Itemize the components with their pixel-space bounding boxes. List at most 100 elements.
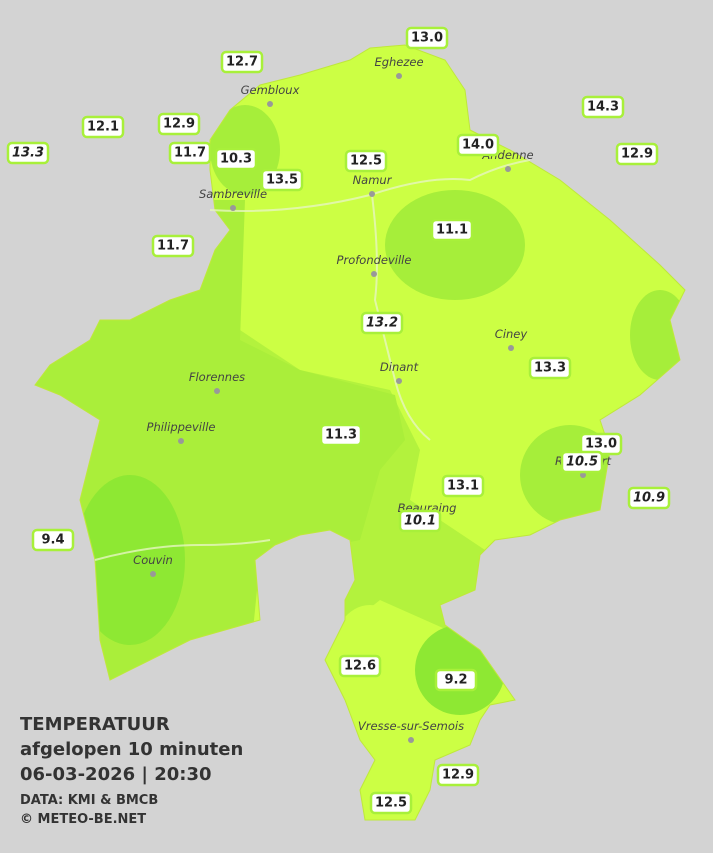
station: 12.9 [615,142,659,166]
place-label: Profondeville [337,253,412,267]
station: 10.9 [627,486,671,510]
station-value: 11.7 [174,146,206,161]
station: 11.1 [430,218,474,242]
place-dot [508,345,514,351]
station-box [31,528,75,552]
station-value: 14.3 [587,100,619,115]
station: 11.7 [168,141,212,165]
station-box [581,95,625,119]
stations: 13.0 12.7 14.3 12.1 12.9 13.3 11.7 10.3 12.5 14.0… [6,26,671,815]
station-box [441,474,485,498]
station-box [6,141,50,165]
station-value: 11.3 [325,428,357,443]
station-box [344,149,388,173]
station: 13.3 [6,141,50,165]
station: 10.3 [214,147,258,171]
station-value: 12.5 [375,796,407,811]
place-label: Ciney [495,327,528,341]
station: 14.3 [581,95,625,119]
place-label: Couvin [133,553,173,567]
station-box [168,141,212,165]
place-label: Vresse-sur-Semois [358,719,464,733]
station-value: 13.2 [366,316,398,331]
place-dot [150,571,156,577]
station: 11.7 [151,234,195,258]
station: 13.3 [528,356,572,380]
station: 13.1 [441,474,485,498]
station: 12.9 [436,763,480,787]
station-box [260,168,304,192]
station: 14.0 [456,133,500,157]
station-value: 14.0 [462,138,494,153]
place-dot [580,472,586,478]
station-value: 13.1 [447,479,479,494]
station: 11.3 [319,423,363,447]
station-box [434,668,478,692]
place-label: Sambreville [199,187,267,201]
station-box [398,509,442,533]
station-box [338,654,382,678]
station-box [560,450,604,474]
timestamp: 06-03-2026 | 20:30 [20,764,212,785]
station-box [436,763,480,787]
station: 12.6 [338,654,382,678]
station-box [528,356,572,380]
place-dot [396,378,402,384]
station-box [405,26,449,50]
copyright: © METEO-BE.NET [20,812,146,827]
station-box [627,486,671,510]
station: 12.5 [344,149,388,173]
station: 13.2 [360,311,404,335]
station-value: 12.9 [621,147,653,162]
place-label: Dinant [380,360,419,374]
station: 12.7 [220,50,264,74]
station-value: 9.2 [444,673,467,688]
station-value: 12.9 [163,117,195,132]
station: 12.5 [369,791,413,815]
place-dot [408,737,414,743]
station-value: 12.6 [344,659,376,674]
station-value: 9.4 [41,533,64,548]
station: 13.0 [405,26,449,50]
station-value: 13.5 [266,173,298,188]
station-value: 13.3 [534,361,566,376]
station-box [430,218,474,242]
station-box [319,423,363,447]
station-value: 12.5 [350,154,382,169]
station-value: 13.3 [12,146,44,161]
place-label: Eghezee [374,55,423,69]
station-value: 12.1 [87,120,119,135]
station-box [615,142,659,166]
title: TEMPERATUUR [20,714,170,735]
place-dot [505,166,511,172]
station: 10.1 [398,509,442,533]
station-value: 11.1 [436,223,468,238]
station-value: 11.7 [157,239,189,254]
station-value: 13.0 [411,31,443,46]
source: DATA: KMI & BMCB [20,793,158,808]
place-dot [178,438,184,444]
station-value: 10.3 [220,152,252,167]
station-value: 13.0 [585,437,617,452]
subtitle: afgelopen 10 minuten [20,739,243,760]
station: 12.1 [81,115,125,139]
place-label: Philippeville [147,420,216,434]
station: 13.5 [260,168,304,192]
station-value: 10.5 [566,455,598,470]
station-box [369,791,413,815]
station-value: 10.1 [404,514,436,529]
station-value: 12.7 [226,55,258,70]
station-box [157,112,201,136]
station-box [360,311,404,335]
place-dot [371,271,377,277]
place-dot [267,101,273,107]
place-dot [214,388,220,394]
station-box [214,147,258,171]
station: 9.4 [31,528,75,552]
place-dot [396,73,402,79]
place-label: Namur [353,173,393,187]
station-box [456,133,500,157]
place-label: Gembloux [241,83,300,97]
station: 9.2 [434,668,478,692]
